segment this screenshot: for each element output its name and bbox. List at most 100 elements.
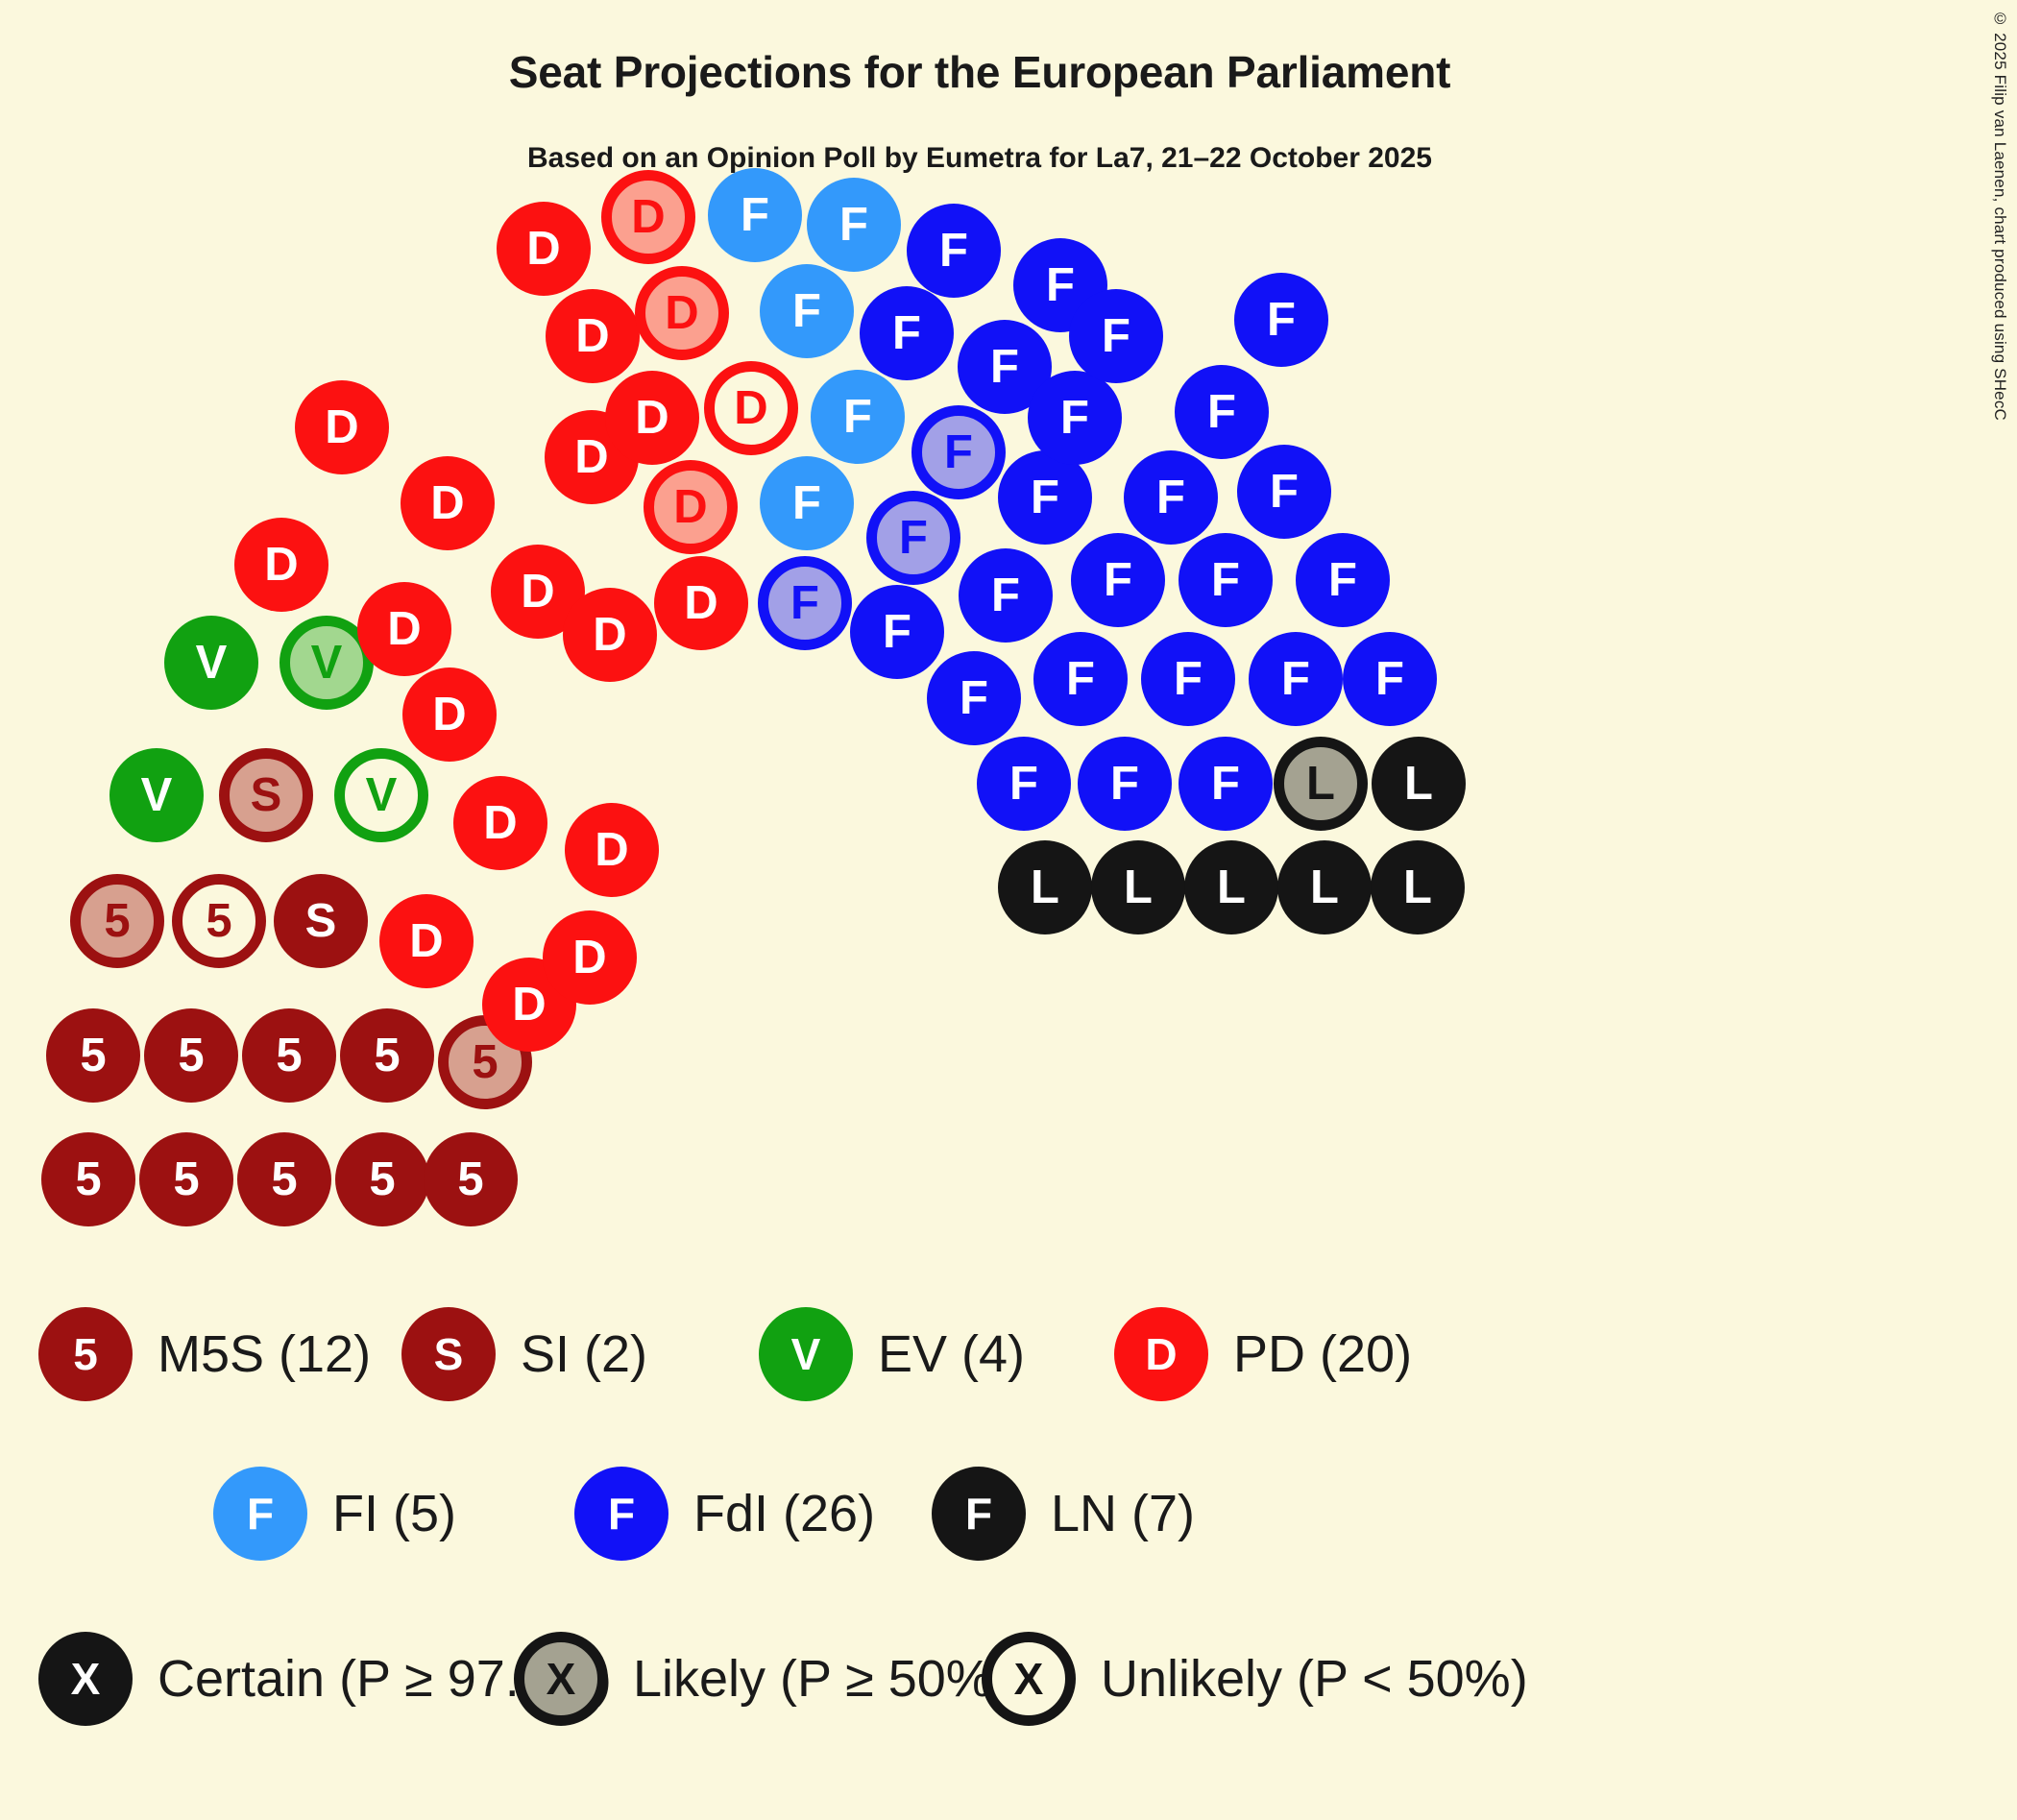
seat-fdi-certain: F xyxy=(1343,632,1437,726)
seat-ev-unlikely: V xyxy=(334,748,428,842)
seat-letter: F xyxy=(990,340,1019,393)
seat-letter: F xyxy=(899,511,928,564)
seat-letter: V xyxy=(195,636,228,689)
seat-fdi-certain: F xyxy=(1078,737,1172,831)
seat-letter: L xyxy=(1031,861,1059,913)
seat-letter: F xyxy=(1046,258,1075,311)
seat-letter: F xyxy=(843,390,872,443)
legend-row: F FI (5) F FdI (26) F LN (7) xyxy=(0,1461,2017,1586)
legend-label: Unlikely (P < 50%) xyxy=(1101,1650,1528,1708)
seat-letter: D xyxy=(665,286,699,339)
legend-bullet-letter: S xyxy=(433,1329,464,1379)
seat-pd-certain: D xyxy=(546,289,640,383)
seat-letter: D xyxy=(575,309,610,362)
seat-letter: F xyxy=(883,605,911,658)
seat-letter: D xyxy=(387,602,422,655)
legend-label: FdI (26) xyxy=(693,1485,876,1542)
legend-bullet-icon: S xyxy=(401,1307,496,1401)
legend-bullet-icon: X xyxy=(514,1632,608,1726)
seat-fdi-certain: F xyxy=(1028,371,1122,465)
legend-bullet-icon: 5 xyxy=(38,1307,133,1401)
legend-bullet-icon: X xyxy=(982,1632,1076,1726)
seat-fdi-certain: F xyxy=(1237,445,1331,539)
legend-item-fi: F FI (5) xyxy=(213,1461,456,1566)
seat-si-certain: S xyxy=(274,874,368,968)
seat-letter: 5 xyxy=(276,1029,303,1081)
seat-letter: D xyxy=(673,480,708,533)
seat-letter: L xyxy=(1306,757,1335,810)
seat-m5s-certain: 5 xyxy=(144,1008,238,1103)
seat-letter: 5 xyxy=(206,894,232,947)
legend-item-likely: X Likely (P ≥ 50%) xyxy=(514,1626,1009,1732)
legend-item-pd: D PD (20) xyxy=(1114,1301,1412,1407)
seat-letter: F xyxy=(1270,465,1299,518)
seat-pd-certain: D xyxy=(234,518,328,612)
seat-fdi-certain: F xyxy=(907,204,1001,298)
seat-fdi-certain: F xyxy=(959,548,1053,643)
seat-fdi-certain: F xyxy=(927,651,1021,745)
seat-letter: F xyxy=(1066,652,1095,705)
legend-bullet-icon: V xyxy=(759,1307,853,1401)
legend-bullet-letter: 5 xyxy=(73,1329,98,1379)
legend-label: LN (7) xyxy=(1051,1485,1196,1542)
seat-letter: F xyxy=(1328,553,1357,606)
seat-letter: F xyxy=(1060,391,1089,444)
seat-pd-certain: D xyxy=(605,371,699,465)
seat-fi-certain: F xyxy=(760,264,854,358)
seat-letter: D xyxy=(684,576,718,629)
seat-pd-certain: D xyxy=(357,582,451,676)
seat-pd-certain: D xyxy=(565,803,659,897)
seat-ln-certain: L xyxy=(1184,840,1278,934)
legend-bullet-letter: F xyxy=(246,1489,275,1539)
seat-letter: F xyxy=(1207,385,1236,438)
seat-fdi-certain: F xyxy=(998,450,1092,545)
seat-fi-certain: F xyxy=(811,370,905,464)
seat-fdi-likely: F xyxy=(758,556,852,650)
legend-bullet-letter: V xyxy=(790,1329,821,1379)
seat-letter: S xyxy=(304,894,337,947)
seat-letter: F xyxy=(790,576,819,629)
seat-fdi-certain: F xyxy=(1071,533,1165,627)
seat-letter: F xyxy=(1104,553,1132,606)
legend-row: 5 M5S (12) S SI (2) V EV (4) D PD (20) xyxy=(0,1301,2017,1426)
seat-letter: F xyxy=(1174,652,1203,705)
legend-item-m5s: 5 M5S (12) xyxy=(38,1301,371,1407)
legend-bullet-letter: F xyxy=(964,1489,993,1539)
seat-letter: F xyxy=(1375,652,1404,705)
seat-ev-certain: V xyxy=(109,748,204,842)
seat-pd-certain: D xyxy=(543,910,637,1005)
seat-letter: F xyxy=(1110,757,1139,810)
seat-letter: F xyxy=(1211,757,1240,810)
seat-m5s-likely: 5 xyxy=(70,874,164,968)
seat-letter: F xyxy=(1009,757,1038,810)
seat-m5s-certain: 5 xyxy=(424,1132,518,1226)
seat-letter: 5 xyxy=(369,1153,396,1205)
seat-fdi-certain: F xyxy=(1296,533,1390,627)
seat-fdi-likely: F xyxy=(866,491,960,585)
legend-bullet-icon: F xyxy=(213,1467,307,1561)
seat-pd-certain: D xyxy=(295,380,389,474)
seat-letter: 5 xyxy=(457,1153,484,1205)
seat-letter: 5 xyxy=(173,1153,200,1205)
seat-fdi-certain: F xyxy=(860,286,954,380)
legend-bullet-icon: X xyxy=(38,1632,133,1726)
seat-letter: F xyxy=(892,306,921,359)
seat-letter: D xyxy=(483,796,518,849)
seat-pd-certain: D xyxy=(401,456,495,550)
legend-row: X Certain (P ≥ 97.5%) X Likely (P ≥ 50%) X Un… xyxy=(0,1626,2017,1751)
seat-m5s-unlikely: 5 xyxy=(172,874,266,968)
seat-letter: D xyxy=(572,931,607,983)
seat-letter: D xyxy=(512,978,547,1031)
seat-letter: V xyxy=(365,768,398,821)
seat-pd-certain: D xyxy=(453,776,547,870)
legend-bullet-letter: X xyxy=(70,1654,101,1704)
legend-label: Likely (P ≥ 50%) xyxy=(633,1650,1009,1708)
legend-bullet-icon: F xyxy=(932,1467,1026,1561)
legend-label: M5S (12) xyxy=(158,1325,372,1383)
seat-m5s-certain: 5 xyxy=(41,1132,135,1226)
seat-pd-certain: D xyxy=(402,667,497,762)
seat-letter: F xyxy=(960,671,988,724)
seat-letter: 5 xyxy=(80,1029,107,1081)
seat-pd-certain: D xyxy=(379,894,474,988)
seat-fdi-certain: F xyxy=(1124,450,1218,545)
